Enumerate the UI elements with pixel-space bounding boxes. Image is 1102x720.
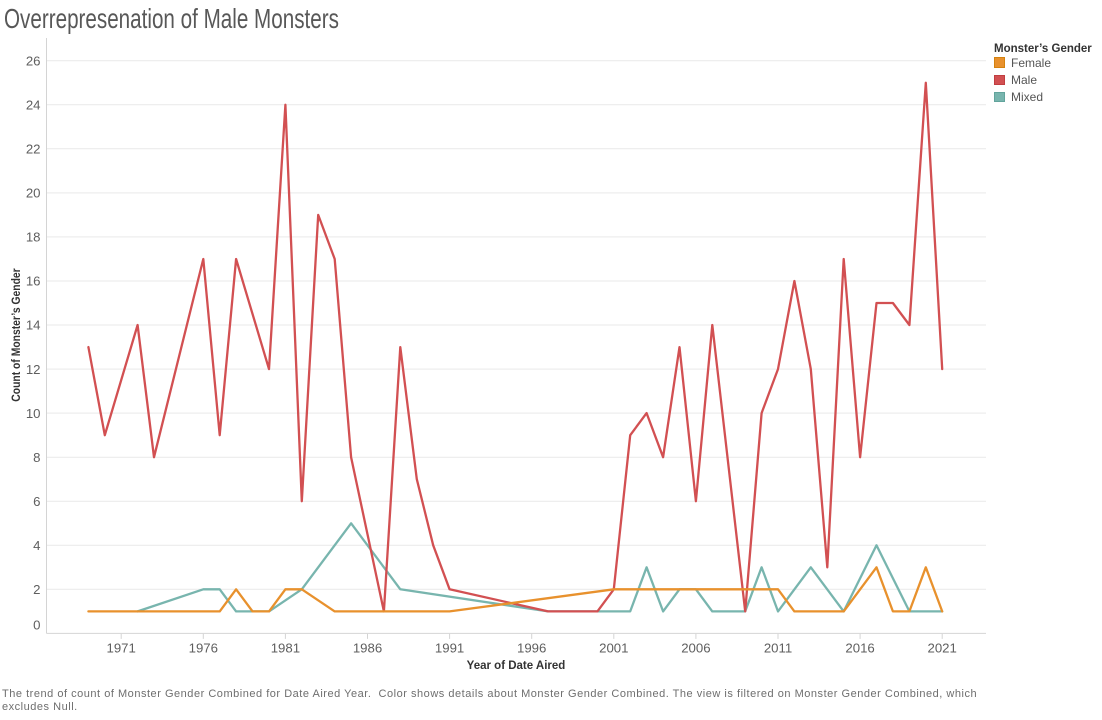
svg-text:1996: 1996 [517,641,546,656]
svg-text:10: 10 [26,406,41,421]
svg-text:0: 0 [33,617,40,632]
svg-text:8: 8 [33,450,40,465]
svg-text:4: 4 [33,538,40,553]
svg-text:2: 2 [33,582,40,597]
svg-text:1986: 1986 [353,641,382,656]
svg-text:1971: 1971 [107,641,136,656]
svg-text:1991: 1991 [435,641,464,656]
svg-text:2021: 2021 [928,641,957,656]
svg-text:22: 22 [26,142,41,157]
svg-text:24: 24 [26,98,41,113]
svg-text:16: 16 [26,274,41,289]
svg-text:1976: 1976 [189,641,218,656]
svg-text:26: 26 [26,53,41,68]
svg-text:2001: 2001 [599,641,628,656]
svg-text:6: 6 [33,494,40,509]
svg-text:12: 12 [26,362,41,377]
svg-text:2011: 2011 [764,641,792,656]
svg-text:14: 14 [26,318,41,333]
svg-text:18: 18 [26,230,41,245]
svg-text:20: 20 [26,186,41,201]
svg-text:2006: 2006 [681,641,710,656]
svg-text:1981: 1981 [271,641,300,656]
svg-text:2016: 2016 [845,641,874,656]
